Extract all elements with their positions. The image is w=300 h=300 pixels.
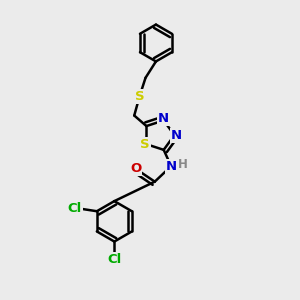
Text: S: S [135,90,144,103]
Text: N: N [158,112,169,125]
Text: N: N [171,129,182,142]
Text: H: H [178,158,188,172]
Text: S: S [140,138,150,151]
Text: Cl: Cl [107,253,122,266]
Text: N: N [166,160,177,173]
Text: O: O [130,162,141,176]
Text: Cl: Cl [68,202,82,215]
